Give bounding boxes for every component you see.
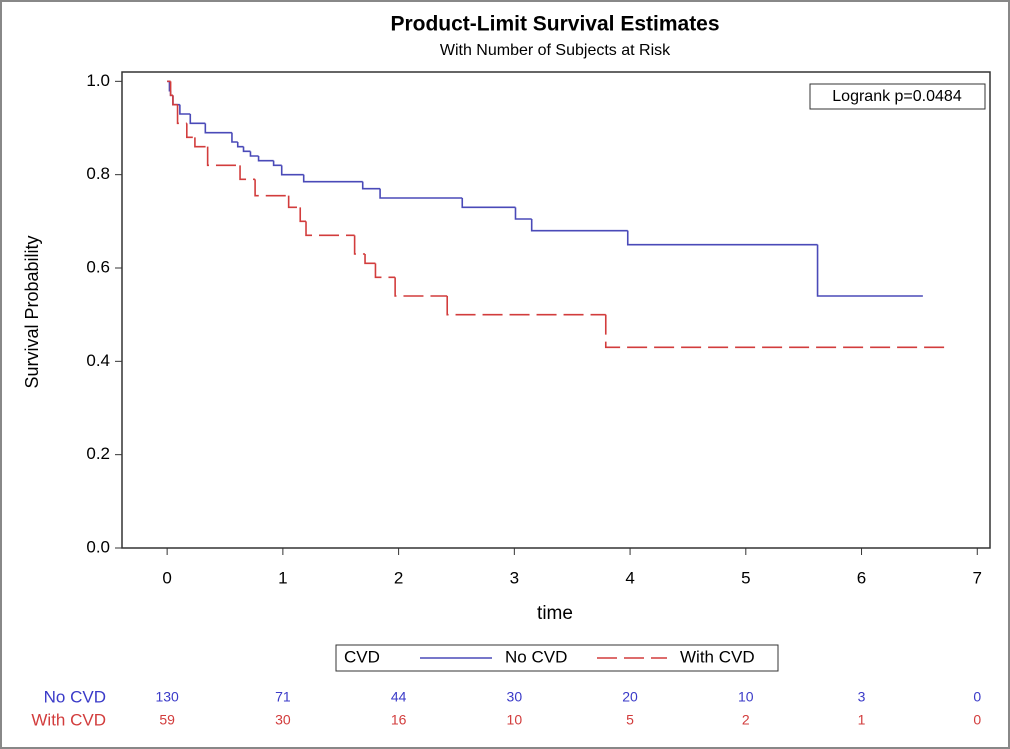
- y-tick-label: 1.0: [86, 71, 110, 90]
- chart-title: Product-Limit Survival Estimates: [390, 13, 719, 36]
- risk-count: 16: [391, 712, 407, 728]
- risk-count: 30: [507, 689, 523, 705]
- y-axis-label: Survival Probability: [22, 235, 42, 388]
- x-tick-label: 6: [857, 568, 866, 587]
- risk-count: 20: [622, 689, 638, 705]
- plot-frame: [121, 71, 991, 549]
- survival-step: [604, 314, 949, 349]
- survival-step: [530, 219, 628, 232]
- annotation-box: [809, 83, 986, 110]
- x-tick-label: 2: [394, 568, 403, 587]
- survival-step: [374, 263, 396, 279]
- risk-count: 0: [973, 689, 981, 705]
- y-tick-label: 0.6: [86, 257, 110, 276]
- risk-count: 1: [858, 712, 866, 728]
- survival-step: [236, 142, 244, 148]
- survival-step: [231, 132, 238, 143]
- x-axis-label: time: [537, 603, 573, 624]
- survival-step: [816, 244, 923, 297]
- survival-step: [206, 146, 241, 167]
- survival-step: [364, 254, 376, 265]
- risk-count: 10: [738, 689, 754, 705]
- legend-title: CVD: [344, 647, 380, 666]
- survival-step: [179, 104, 191, 115]
- y-tick-label: 0.2: [86, 444, 110, 463]
- survival-step: [254, 179, 289, 197]
- risk-count: 71: [275, 689, 291, 705]
- survival-step: [379, 188, 463, 199]
- x-tick-label: 1: [278, 568, 287, 587]
- risk-count: 130: [155, 689, 179, 705]
- survival-step: [361, 181, 381, 190]
- survival-step: [189, 114, 206, 125]
- x-tick-label: 3: [510, 568, 519, 587]
- survival-step: [280, 165, 304, 176]
- legend-label: With CVD: [680, 647, 755, 666]
- risk-count: 2: [742, 712, 750, 728]
- risk-count: 5: [626, 712, 634, 728]
- risk-count: 30: [275, 712, 291, 728]
- legend-box: [335, 644, 779, 672]
- y-tick-label: 0.0: [86, 537, 110, 556]
- risk-row-label: No CVD: [44, 687, 106, 706]
- x-tick-label: 4: [625, 568, 634, 587]
- survival-step: [169, 81, 173, 97]
- survival-step: [305, 221, 355, 237]
- survival-step: [353, 235, 366, 255]
- survival-step: [461, 198, 516, 209]
- survival-step: [446, 296, 606, 316]
- chart-subtitle: With Number of Subjects at Risk: [440, 42, 671, 59]
- legend-label: No CVD: [505, 647, 567, 666]
- survival-step: [194, 137, 208, 148]
- survival-step: [249, 151, 259, 157]
- x-tick-label: 0: [162, 568, 171, 587]
- y-tick-label: 0.8: [86, 164, 110, 183]
- survival-step: [626, 230, 818, 246]
- survival-step: [287, 195, 301, 209]
- survival-step: [394, 277, 448, 297]
- survival-step: [172, 95, 178, 106]
- risk-count: 3: [858, 689, 866, 705]
- risk-count: 10: [507, 712, 523, 728]
- survival-step: [514, 207, 532, 220]
- survival-step: [257, 156, 274, 162]
- survival-step: [299, 207, 307, 223]
- risk-count: 0: [973, 712, 981, 728]
- risk-count: 44: [391, 689, 407, 705]
- y-tick-label: 0.4: [86, 351, 110, 370]
- survival-step: [272, 160, 282, 167]
- survival-step: [204, 123, 232, 134]
- survival-step: [242, 146, 251, 153]
- survival-step: [186, 123, 195, 139]
- risk-row-label: With CVD: [31, 710, 106, 729]
- annotation: Logrank p=0.0484: [832, 88, 962, 105]
- survival-step: [302, 174, 363, 183]
- survival-step: [176, 104, 187, 125]
- risk-count: 59: [159, 712, 175, 728]
- x-tick-label: 7: [973, 568, 982, 587]
- x-tick-label: 5: [741, 568, 750, 587]
- survival-step: [239, 165, 256, 181]
